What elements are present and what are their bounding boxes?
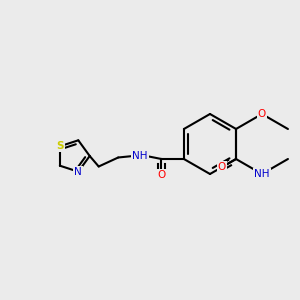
Text: NH: NH: [254, 169, 270, 179]
Text: N: N: [74, 167, 82, 177]
Text: O: O: [218, 162, 226, 172]
Text: O: O: [157, 170, 166, 181]
Text: S: S: [56, 141, 64, 151]
Text: O: O: [258, 109, 266, 119]
Text: NH: NH: [132, 151, 148, 161]
